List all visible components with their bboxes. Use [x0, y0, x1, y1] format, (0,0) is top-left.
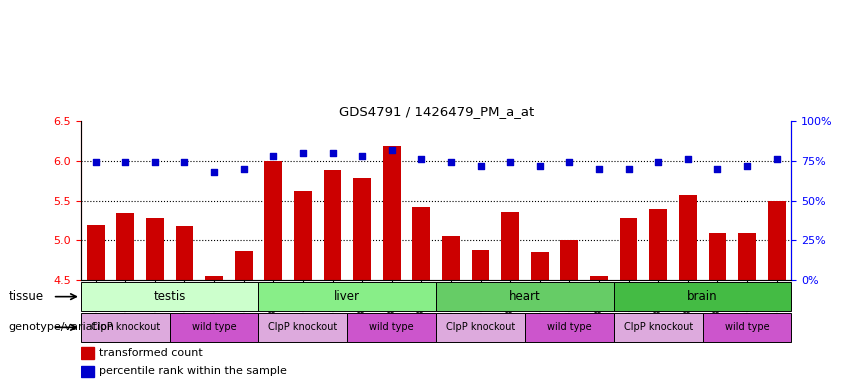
Point: [681, 156, 694, 162]
Point: [474, 162, 488, 169]
Title: GDS4791 / 1426479_PM_a_at: GDS4791 / 1426479_PM_a_at: [339, 105, 534, 118]
Bar: [259, 313, 347, 342]
Bar: [235, 251, 253, 384]
Bar: [709, 233, 726, 384]
Point: [503, 159, 517, 166]
Point: [296, 150, 310, 156]
Text: ClpP knockout: ClpP knockout: [91, 322, 160, 333]
Point: [770, 156, 784, 162]
Bar: [383, 146, 401, 384]
Bar: [81, 282, 259, 311]
Point: [266, 153, 280, 159]
Point: [89, 159, 102, 166]
Bar: [294, 191, 311, 384]
Text: brain: brain: [688, 290, 718, 303]
Text: transformed count: transformed count: [99, 348, 203, 358]
Bar: [175, 226, 193, 384]
Point: [208, 169, 221, 175]
Bar: [413, 207, 431, 384]
Bar: [81, 347, 94, 359]
Bar: [531, 252, 549, 384]
Bar: [117, 213, 134, 384]
Bar: [525, 313, 614, 342]
Text: wild type: wild type: [725, 322, 769, 333]
Point: [622, 166, 636, 172]
Text: genotype/variation: genotype/variation: [9, 322, 115, 333]
Point: [563, 159, 576, 166]
Bar: [81, 366, 94, 377]
Bar: [561, 240, 578, 384]
Bar: [353, 178, 371, 384]
Bar: [436, 313, 525, 342]
Text: ClpP knockout: ClpP knockout: [624, 322, 693, 333]
Bar: [614, 313, 703, 342]
Point: [237, 166, 250, 172]
Point: [118, 159, 132, 166]
Text: ClpP knockout: ClpP knockout: [446, 322, 515, 333]
Bar: [768, 201, 785, 384]
Bar: [738, 233, 756, 384]
Bar: [259, 282, 436, 311]
Point: [533, 162, 546, 169]
Bar: [205, 276, 223, 384]
Bar: [323, 170, 341, 384]
Text: wild type: wild type: [191, 322, 237, 333]
Bar: [146, 218, 163, 384]
Point: [148, 159, 162, 166]
Bar: [436, 282, 614, 311]
Bar: [81, 313, 169, 342]
Text: testis: testis: [153, 290, 186, 303]
Text: percentile rank within the sample: percentile rank within the sample: [99, 366, 287, 376]
Point: [711, 166, 724, 172]
Point: [385, 147, 398, 153]
Text: wild type: wild type: [547, 322, 591, 333]
Bar: [679, 195, 697, 384]
Text: wild type: wild type: [369, 322, 414, 333]
Point: [651, 159, 665, 166]
Point: [178, 159, 191, 166]
Bar: [347, 313, 436, 342]
Point: [414, 156, 428, 162]
Text: ClpP knockout: ClpP knockout: [268, 322, 338, 333]
Text: heart: heart: [509, 290, 541, 303]
Bar: [169, 313, 259, 342]
Bar: [620, 218, 637, 384]
Point: [326, 150, 340, 156]
Point: [356, 153, 369, 159]
Bar: [265, 161, 283, 384]
Text: tissue: tissue: [9, 290, 43, 303]
Bar: [501, 212, 519, 384]
Point: [740, 162, 754, 169]
Point: [592, 166, 606, 172]
Bar: [442, 237, 460, 384]
Bar: [649, 209, 667, 384]
Bar: [590, 276, 608, 384]
Bar: [614, 282, 791, 311]
Bar: [703, 313, 791, 342]
Bar: [471, 250, 489, 384]
Bar: [87, 225, 105, 384]
Text: liver: liver: [334, 290, 360, 303]
Point: [444, 159, 458, 166]
